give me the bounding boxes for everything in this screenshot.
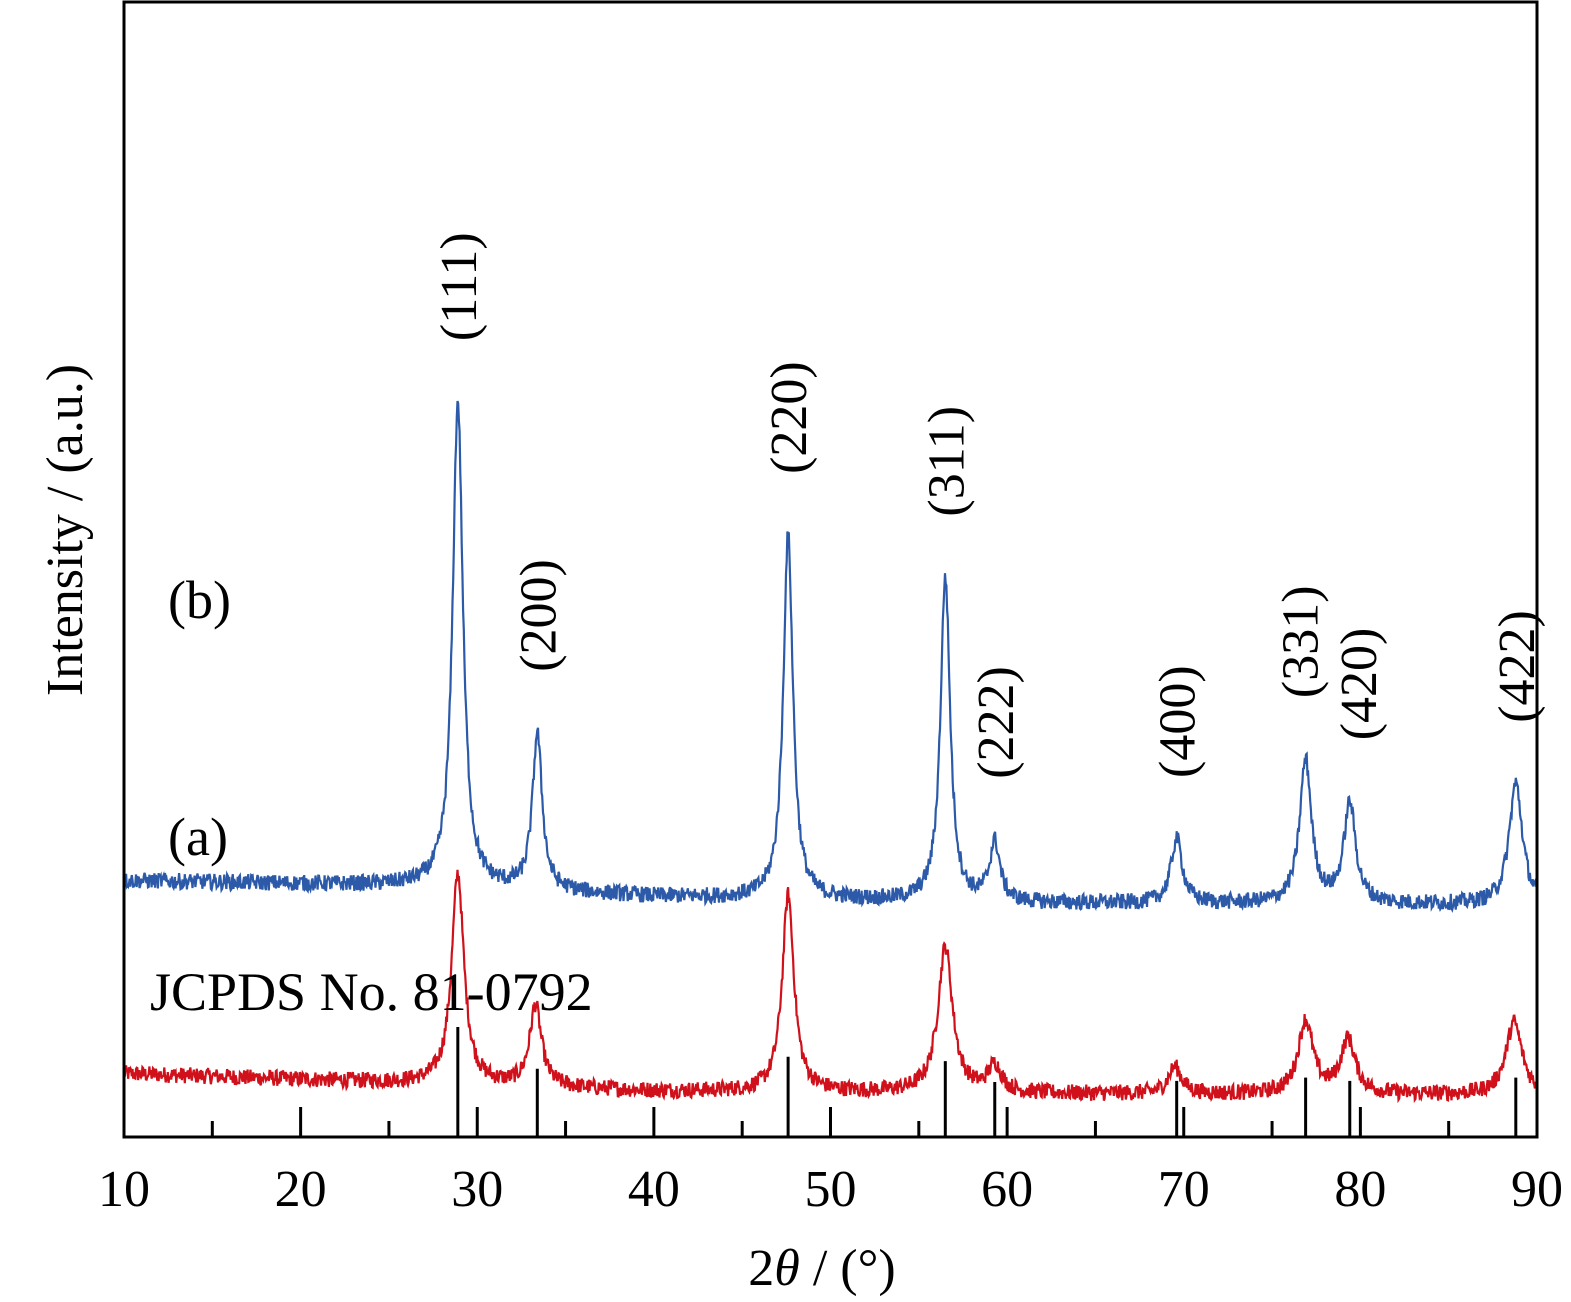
x-tick-label: 50 <box>805 1161 857 1218</box>
x-axis-label-prefix: 2 <box>748 1240 774 1297</box>
x-tick-label: 40 <box>628 1161 680 1218</box>
x-tick-label: 60 <box>981 1161 1033 1218</box>
x-tick-label: 90 <box>1511 1161 1563 1218</box>
x-axis-label-suffix: / (°) <box>800 1240 896 1297</box>
peak-label: (222) <box>968 666 1025 779</box>
trace-b <box>123 400 1539 914</box>
peak-label: (200) <box>510 559 567 672</box>
x-tick-labels-group: 10 20 30 40 50 60 70 80 90 <box>98 1161 1563 1218</box>
peak-label: (220) <box>761 361 818 474</box>
reference-lines-group <box>456 1027 1518 1137</box>
x-tick-label: 20 <box>275 1161 327 1218</box>
x-tick-label: 10 <box>98 1161 150 1218</box>
peak-labels-group: (111) (200) (220) (311) (222) (400) (331) (420)… <box>431 232 1546 778</box>
x-tick-label: 70 <box>1158 1161 1210 1218</box>
series-labels-group: (a) (b) <box>168 570 231 867</box>
peak-label: (422) <box>1489 610 1546 723</box>
peak-label: (400) <box>1150 665 1207 778</box>
peak-label: (331) <box>1273 585 1330 698</box>
y-axis-label: Intensity / (a.u.) <box>37 364 94 696</box>
x-tick-label: 30 <box>451 1161 503 1218</box>
x-axis-label: 2θ / (°) <box>748 1240 895 1297</box>
peak-label: (111) <box>431 232 488 341</box>
x-axis-label-theta: θ <box>774 1240 800 1297</box>
peak-label: (311) <box>918 406 975 517</box>
x-tick-label: 80 <box>1334 1161 1386 1218</box>
x-ticks-group <box>122 1107 1539 1137</box>
reference-label: JCPDS No. 81-0792 <box>150 962 593 1022</box>
series-label-b: (b) <box>168 570 231 630</box>
peak-label: (420) <box>1331 628 1388 741</box>
traces-group <box>122 400 1539 1104</box>
series-label-a: (a) <box>168 807 228 867</box>
trace-a <box>122 869 1539 1104</box>
